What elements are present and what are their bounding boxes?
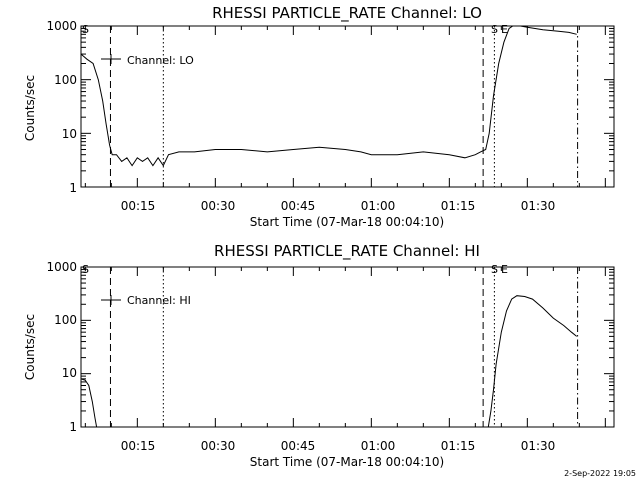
legend-label: Channel: LO [127, 54, 194, 67]
plot-frame [80, 266, 615, 428]
x-tick-label-0030: 00:30 [201, 439, 236, 453]
event-annotation-end: E [501, 263, 508, 276]
y-axis-label: Counts/sec [23, 314, 37, 380]
y-tick-label-100: 100 [54, 313, 77, 327]
x-tick-label-0015: 00:15 [121, 439, 156, 453]
x-tick-label-0130: 01:30 [521, 199, 556, 213]
plot-frame [80, 25, 615, 188]
y-tick-label-10: 10 [62, 127, 77, 141]
x-tick-label-0030: 00:30 [201, 199, 236, 213]
event-annotation-end: E [501, 23, 508, 36]
y-tick-label-10: 10 [62, 366, 77, 380]
x-tick-label-0100: 01:00 [361, 439, 396, 453]
series-line [81, 295, 578, 427]
chart-title: RHESSI PARTICLE_RATE Channel: LO [212, 4, 482, 23]
x-tick-label-0015: 00:15 [121, 199, 156, 213]
chart-panel-lo: RHESSI PARTICLE_RATE Channel: LO Counts/… [23, 4, 615, 229]
x-tick-label-0100: 01:00 [361, 199, 396, 213]
legend-label: Channel: HI [127, 294, 191, 307]
y-tick-label-1000: 1000 [46, 260, 77, 274]
event-annotation-saa: S [491, 263, 498, 276]
y-tick-label-100: 100 [54, 73, 77, 87]
series-line [81, 26, 577, 167]
chart-title: RHESSI PARTICLE_RATE Channel: HI [214, 242, 480, 261]
timestamp: 2-Sep-2022 19:05 [564, 469, 636, 478]
x-axis-label: Start Time (07-Mar-18 00:04:10) [250, 215, 444, 229]
x-tick-label-0115: 01:15 [441, 199, 476, 213]
x-tick-label-0115: 01:15 [441, 439, 476, 453]
x-tick-label-0045: 00:45 [281, 439, 316, 453]
chart-panel-hi: RHESSI PARTICLE_RATE Channel: HI Counts/… [23, 242, 615, 469]
x-tick-label-0045: 00:45 [281, 199, 316, 213]
x-axis-label: Start Time (07-Mar-18 00:04:10) [250, 455, 444, 469]
x-tick-label-0130: 01:30 [521, 439, 556, 453]
event-annotation-saa: S [491, 23, 498, 36]
y-tick-label-1000: 1000 [46, 19, 77, 33]
y-tick-label-1: 1 [69, 420, 77, 434]
y-axis-label: Counts/sec [23, 75, 37, 141]
y-tick-label-1: 1 [69, 181, 77, 195]
